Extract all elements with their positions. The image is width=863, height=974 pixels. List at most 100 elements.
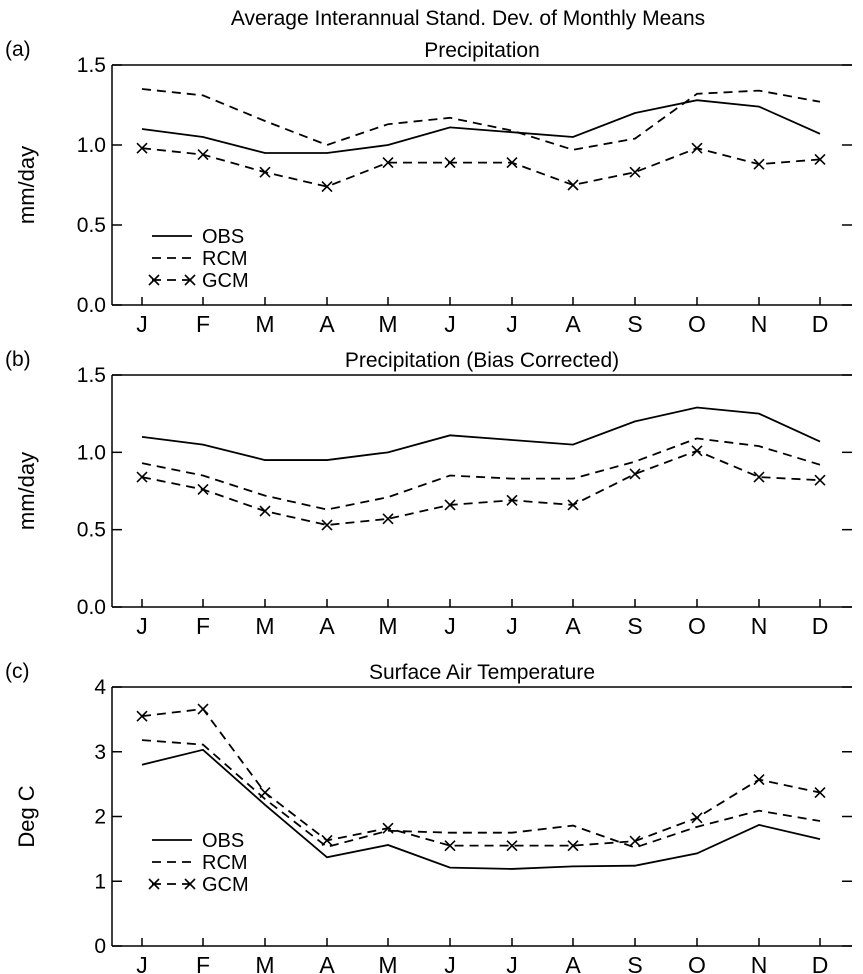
data-point-marker	[506, 840, 518, 852]
panel-label: (a)	[5, 38, 31, 61]
legend-label: OBS	[202, 226, 244, 248]
y-tick-label: 0.0	[77, 596, 106, 619]
y-tick-label: 0.0	[77, 294, 106, 317]
x-tick-label: D	[812, 952, 829, 974]
data-point-marker	[814, 153, 826, 165]
marker-stroke	[136, 142, 148, 154]
marker-stroke	[567, 840, 579, 852]
marker-stroke	[197, 483, 209, 496]
data-point-marker	[382, 513, 394, 525]
series-line-series-1	[141, 406, 821, 461]
marker-stroke	[506, 494, 518, 506]
x-tick-label: S	[627, 952, 642, 974]
x-tick-label: M	[255, 613, 274, 639]
x-tick-label: M	[378, 311, 397, 337]
data-point-marker	[444, 499, 456, 511]
x-tick-label: J	[136, 952, 148, 974]
x-tick-label: A	[565, 311, 581, 337]
data-point-marker	[814, 474, 826, 486]
data-point-marker	[629, 468, 641, 480]
series-line-rcm	[141, 88, 821, 151]
data-point-marker	[567, 840, 579, 852]
y-tick-label: 4	[94, 676, 106, 699]
data-point-marker	[753, 158, 765, 170]
x-tick-label: S	[627, 613, 642, 639]
y-tick-label: 1.0	[77, 134, 106, 157]
marker-stroke	[506, 157, 518, 169]
panel-title: Precipitation (Bias Corrected)	[345, 349, 619, 372]
data-point-marker	[259, 786, 271, 799]
y-axis-label: mm/day	[14, 452, 39, 530]
marker-stroke	[567, 499, 579, 511]
x-tick-label: N	[751, 311, 768, 337]
x-tick-label: D	[812, 311, 829, 337]
y-tick-label: 0.5	[77, 519, 106, 542]
y-tick-label: 0.5	[77, 214, 106, 237]
y-tick-label: 0	[94, 935, 106, 958]
panel-1: (a) Precipitation mm/day 0.0 0.5 1.0 1.5 J F M A M J…	[5, 38, 852, 337]
legend-item-gcm: GCM	[148, 874, 249, 896]
data-point-marker	[197, 703, 209, 715]
figure-title: Average Interannual Stand. Dev. of Month…	[231, 7, 705, 30]
data-point-marker	[444, 840, 456, 852]
marker-stroke	[814, 474, 826, 486]
marker-stroke	[259, 166, 271, 178]
legend-label: OBS	[202, 830, 244, 852]
legend-label: GCM	[202, 874, 249, 896]
legend-label: RCM	[202, 852, 248, 874]
data-point-marker	[382, 157, 394, 169]
legend-marker	[148, 274, 160, 286]
data-point-marker	[506, 157, 518, 169]
y-tick-label: 1	[94, 870, 106, 893]
legend-label: GCM	[202, 270, 249, 292]
marker-stroke	[629, 468, 641, 480]
marker-stroke	[814, 786, 826, 799]
marker-stroke	[444, 157, 456, 169]
data-point-marker	[321, 834, 333, 847]
x-tick-label: A	[565, 952, 581, 974]
series-line-series-2	[141, 437, 821, 511]
data-point-marker	[506, 494, 518, 506]
data-point-marker	[136, 142, 148, 154]
series-line-gcm	[141, 708, 821, 847]
x-tick-label: J	[506, 952, 518, 974]
x-tick-label: N	[751, 613, 768, 639]
data-point-marker	[197, 483, 209, 496]
marker-stroke	[629, 835, 641, 847]
marker-stroke	[814, 153, 826, 165]
y-axis-label: mm/day	[14, 146, 39, 224]
series-line-gcm	[141, 147, 821, 188]
marker-stroke	[321, 834, 333, 847]
y-tick-label: 1.0	[77, 441, 106, 464]
panel-title: Precipitation	[424, 39, 540, 62]
data-point-marker	[259, 166, 271, 178]
legend-marker	[148, 878, 160, 890]
data-point-marker	[136, 471, 148, 483]
legend-label: RCM	[202, 248, 248, 270]
marker-stroke	[321, 181, 333, 193]
marker-stroke	[753, 158, 765, 170]
x-tick-label: M	[255, 311, 274, 337]
x-tick-label: O	[688, 952, 706, 974]
data-point-marker	[321, 519, 333, 531]
x-tick-label: A	[319, 952, 335, 974]
x-tick-label: A	[565, 613, 581, 639]
data-point-marker	[753, 774, 765, 786]
data-point-marker	[691, 445, 703, 457]
marker-stroke	[753, 774, 765, 786]
marker-stroke	[753, 471, 765, 483]
x-tick-label: A	[319, 613, 335, 639]
marker-stroke	[444, 499, 456, 511]
marker-stroke	[259, 786, 271, 799]
legend-item-rcm: RCM	[152, 248, 248, 270]
marker-stroke	[382, 513, 394, 525]
panel-title: Surface Air Temperature	[369, 661, 595, 684]
series-line-rcm	[141, 739, 821, 849]
legend-marker	[184, 878, 196, 890]
x-tick-label: F	[196, 952, 210, 974]
marker-stroke	[444, 840, 456, 852]
x-tick-label: F	[196, 613, 210, 639]
y-tick-label: 2	[94, 806, 106, 829]
panel-3: (c) Surface Air Temperature Deg C 0 1 2 3 4 J F M A…	[5, 660, 852, 974]
